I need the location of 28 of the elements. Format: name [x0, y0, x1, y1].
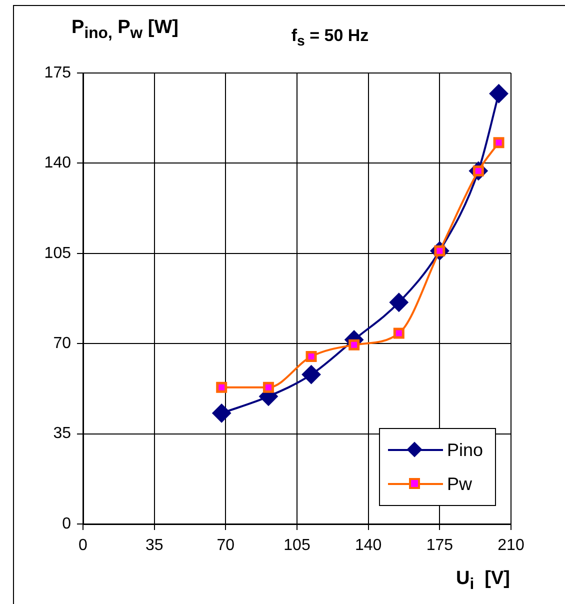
point	[262, 382, 274, 393]
y-tick-label: 105	[44, 244, 72, 262]
legend-label: Pw	[447, 474, 472, 494]
point	[493, 137, 504, 148]
x-tick-label: 210	[498, 537, 524, 554]
y-tick-label: 35	[53, 425, 72, 442]
point	[216, 382, 228, 393]
point	[306, 350, 317, 362]
point	[212, 404, 232, 423]
y-tick-label: 0	[62, 515, 72, 532]
x-axis-title: U$_{i}$ [V]	[454, 568, 510, 594]
point	[302, 365, 321, 384]
point	[489, 84, 508, 104]
point	[393, 328, 404, 339]
y-tick-label: 70	[53, 335, 72, 352]
chart-title: f$_{s}$ = 50 Hz	[290, 26, 370, 50]
y-tick-label: 175	[44, 64, 72, 82]
y-tick-label: 140	[44, 154, 72, 172]
point	[389, 292, 408, 312]
x-tick-label: 140	[354, 537, 382, 554]
x-tick-label: 35	[145, 537, 164, 554]
x-tick-label: 175	[426, 537, 454, 554]
x-tick-label: 0	[78, 537, 88, 554]
y-axis-title: P$_{ino,}$ P$_{w}$ [W]	[70, 16, 180, 44]
legend-label: Pino	[447, 440, 484, 460]
x-tick-label: 70	[216, 537, 235, 554]
point	[348, 339, 360, 350]
x-tick-label: 105	[284, 537, 310, 554]
